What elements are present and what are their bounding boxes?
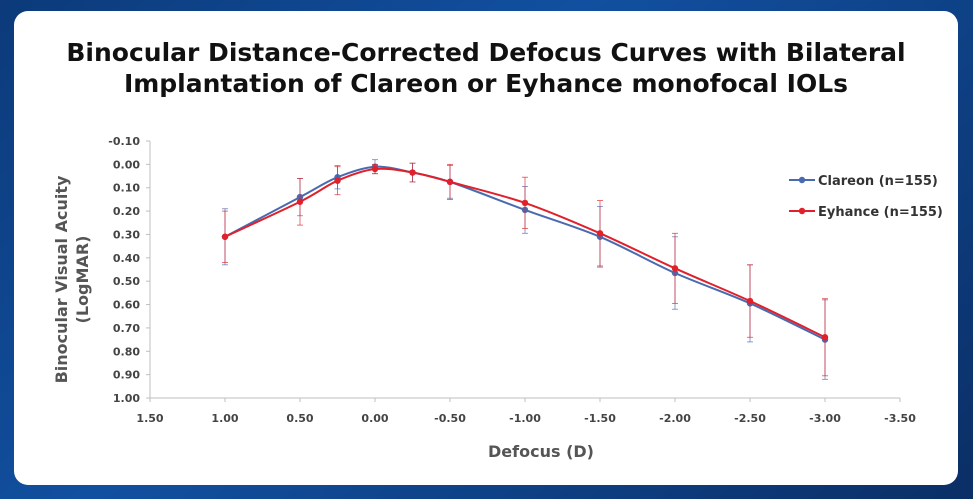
chart-title-line-2: Implantation of Clareon or Eyhance monof… — [123, 69, 849, 98]
y-tick-label: 0.00 — [113, 158, 140, 171]
y-tick-label: 1.00 — [113, 392, 140, 405]
eyhance-data-point — [296, 198, 304, 205]
eyhance-data-point — [409, 169, 416, 176]
x-tick-label: -2.00 — [659, 412, 691, 425]
x-tick-label: 0.50 — [286, 412, 313, 425]
x-tick-label: 0.00 — [361, 412, 388, 425]
clareon-legend-label: Clareon (n=155) — [818, 174, 938, 189]
x-tick-label: -1.00 — [509, 412, 541, 425]
eyhance-data-point — [596, 230, 604, 237]
eyhance-series-line — [224, 167, 826, 339]
x-tick-label: 1.50 — [136, 412, 163, 425]
eyhance-data-point — [446, 178, 454, 186]
chart-title-line-1: Binocular Distance-Corrected Defocus Cur… — [66, 38, 906, 67]
y-tick-label: 0.30 — [113, 228, 140, 241]
eyhance-legend-label: Eyhance (n=155) — [818, 205, 943, 220]
y-tick-label: 0.50 — [113, 275, 140, 288]
eyhance-data-point — [821, 334, 829, 341]
eyhance-data-point — [671, 265, 679, 272]
y-tick-label: -0.10 — [108, 135, 140, 148]
defocus-curve-chart: -0.10 0.00 0.10 0.20 0.30 0.40 0.50 0.60 0.70 0.8… — [52, 135, 943, 461]
clareon-legend-marker — [798, 176, 806, 184]
y-axis-label-line-2: (LogMAR) — [73, 236, 92, 324]
eyhance-legend-marker — [798, 207, 806, 215]
y-tick-label: 0.40 — [113, 252, 140, 265]
x-tick-label: -3.00 — [809, 412, 841, 425]
x-tick-label: -1.50 — [584, 412, 616, 425]
chart-title: Binocular Distance-Corrected Defocus Cur… — [14, 37, 958, 99]
y-tick-label: 0.80 — [113, 345, 140, 358]
x-tick-label: 1.00 — [211, 412, 238, 425]
y-tick-label: 0.70 — [113, 322, 140, 335]
y-tick-label: 0.10 — [113, 182, 140, 195]
eyhance-data-point — [371, 165, 379, 173]
eyhance-data-point — [334, 177, 341, 184]
y-tick-label: 0.90 — [113, 369, 140, 382]
y-tick-label: 0.60 — [113, 299, 140, 312]
x-tick-label: -3.50 — [884, 412, 916, 425]
y-axis-label-line-1: Binocular Visual Acuity — [52, 175, 71, 383]
eyhance-data-point — [746, 297, 754, 305]
eyhance-data-point — [521, 199, 529, 207]
chart-card: Binocular Distance-Corrected Defocus Cur… — [14, 11, 958, 485]
x-tick-label: -2.50 — [734, 412, 766, 425]
x-axis-label: Defocus (D) — [488, 442, 594, 461]
y-tick-label: 0.20 — [113, 205, 140, 218]
x-tick-label: -0.50 — [434, 412, 466, 425]
eyhance-data-point — [221, 233, 229, 240]
